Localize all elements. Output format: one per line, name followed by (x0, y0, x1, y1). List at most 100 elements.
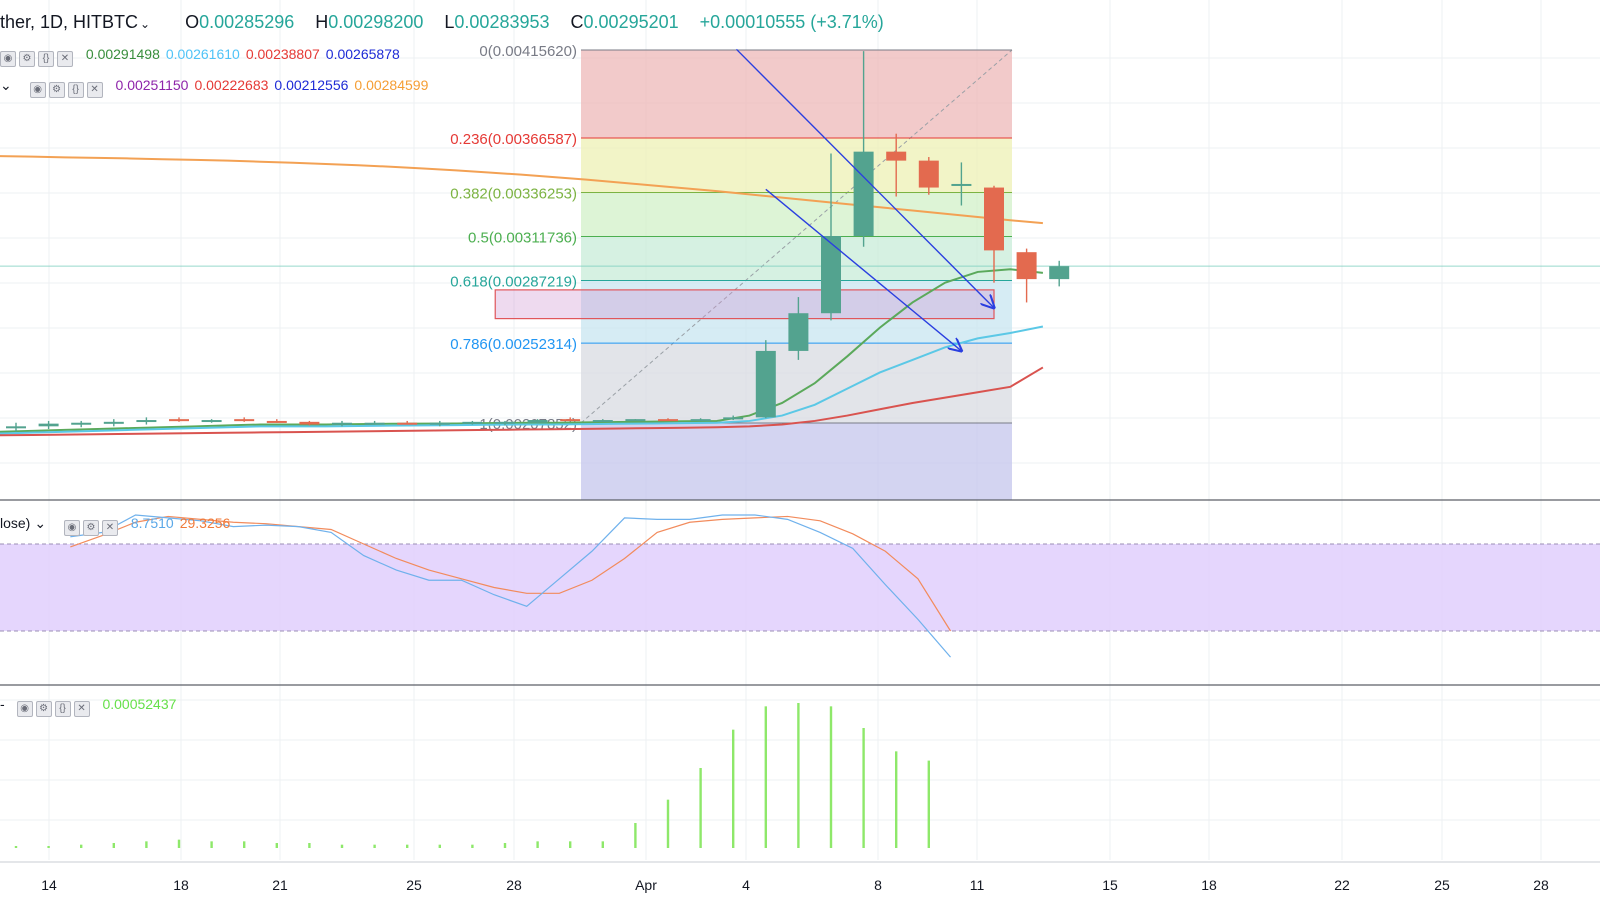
candle (723, 415, 744, 421)
trend-arrow[interactable] (765, 188, 962, 351)
close-icon[interactable]: ✕ (57, 51, 73, 67)
eye-icon[interactable]: ◉ (29, 82, 46, 98)
indicator-value: 0.00261610 (165, 46, 240, 62)
moving-averages (0, 155, 1044, 437)
fib-zone (581, 50, 1012, 139)
indicator-legend-row1: ◉ ⚙{} ✕ 0.00291498 0.00261610 0.00238807 0.00… (0, 46, 400, 67)
ohlc-change: +0.00010555 (+3.71%) (699, 12, 884, 32)
fib-level-label: 0.236(0.00366587) (450, 131, 577, 148)
candle (918, 157, 939, 195)
ohlc-high: H0.00298200 (315, 12, 424, 32)
stochastic-d-line (70, 515, 952, 632)
moving-average-line (0, 325, 1044, 435)
indicator-value: 0.00291498 (85, 46, 160, 62)
x-tick-label: 18 (1201, 877, 1217, 893)
stochastic-pane (0, 514, 1600, 658)
fib-zone (581, 138, 1012, 193)
fib-level-label: 0.5(0.00311736) (468, 230, 577, 247)
x-axis: 14 18 21 25 28 Apr 4 8 11 15 18 22 25 28 (0, 861, 1600, 893)
symbol-title[interactable]: ther, 1D, HITBTC (0, 12, 139, 32)
candle (299, 420, 320, 426)
source-code-icon[interactable]: {} (67, 82, 84, 98)
close-icon[interactable]: ✕ (73, 701, 90, 717)
support-zone-rect[interactable] (494, 289, 995, 320)
indicator-value: 0.00238807 (245, 46, 320, 62)
close-icon[interactable]: ✕ (101, 520, 118, 536)
close-icon[interactable]: ✕ (86, 82, 103, 98)
support-zone[interactable] (494, 289, 995, 320)
x-tick-label: 11 (970, 877, 985, 893)
eye-icon[interactable]: ◉ (0, 51, 16, 67)
candle (364, 420, 385, 425)
x-tick-label: 25 (1434, 877, 1450, 893)
chevron-down-icon[interactable]: ⌄ (140, 17, 151, 31)
volume-bar (536, 841, 539, 848)
eye-icon[interactable]: ◉ (16, 701, 33, 717)
candle (984, 185, 1004, 283)
fib-zone (581, 423, 1012, 500)
candle (690, 418, 711, 422)
trend-arrow[interactable] (735, 48, 994, 308)
volume-bar (210, 841, 213, 848)
stochastic-legend: lose) ⌄ ◉ ⚙ ✕ 8.7510 29.3256 (0, 515, 230, 536)
volume-bar (340, 844, 344, 848)
x-tick-label: Apr (635, 877, 657, 893)
fib-trend-line (580, 49, 1013, 424)
source-code-icon[interactable]: {} (54, 701, 71, 717)
x-tick-label: 21 (272, 877, 288, 893)
fibonacci-retracement[interactable]: 0(0.00415620) 0.236(0.00366587) 0.382(0.00… (0, 43, 1600, 500)
x-tick-label: 28 (506, 877, 522, 893)
fib-level-label: 0.382(0.00336253) (450, 185, 577, 202)
volume-bar (829, 706, 833, 848)
candlestick-series (6, 51, 1070, 432)
stochastic-title[interactable]: lose) (0, 515, 31, 531)
eye-icon[interactable]: ◉ (63, 520, 80, 536)
candle (1016, 248, 1037, 303)
gear-icon[interactable]: ⚙ (19, 51, 35, 67)
indicator-value: 0.00265878 (325, 46, 400, 62)
candle (755, 340, 776, 419)
candle (495, 420, 515, 426)
volume-bar (732, 729, 735, 848)
volume-bar (569, 841, 572, 848)
dash-icon: - (0, 696, 5, 712)
volume-bar (503, 843, 507, 848)
volume-bar (699, 768, 702, 848)
x-tick-label: 28 (1533, 877, 1549, 893)
trend-arrows[interactable] (735, 48, 994, 351)
fib-zone (581, 343, 1012, 423)
volume-bar (373, 844, 376, 848)
source-code-icon[interactable]: {} (38, 51, 54, 67)
fib-level-label: 0(0.00415620) (479, 43, 577, 60)
volume-bar (927, 760, 930, 848)
chevron-down-icon[interactable]: ⌄ (34, 515, 47, 531)
indicator-value: 29.3256 (179, 515, 231, 531)
candle (103, 419, 124, 427)
candle (169, 417, 189, 422)
chevron-down-icon[interactable]: ⌄ (0, 77, 12, 93)
candle (821, 153, 841, 321)
candle (592, 419, 613, 423)
candle (234, 417, 255, 422)
volume-bar (895, 751, 898, 848)
volume-pane (14, 703, 930, 848)
gear-icon[interactable]: ⚙ (35, 701, 52, 717)
gear-icon[interactable]: ⚙ (48, 82, 65, 98)
volume-legend: - ◉ ⚙{} ✕ 0.00052437 (0, 696, 176, 717)
indicator-value: 0.00251150 (115, 77, 189, 93)
candle (6, 422, 26, 432)
x-tick-label: 15 (1102, 877, 1118, 893)
candle (788, 297, 809, 360)
gear-icon[interactable]: ⚙ (82, 520, 99, 536)
candle (658, 418, 678, 422)
candle (560, 417, 581, 422)
indicator-legend-row2: ⌄ ◉ ⚙{} ✕ 0.00251150 0.00222683 0.00212556 0.… (0, 77, 428, 98)
x-tick-label: 8 (874, 877, 882, 893)
symbol-header[interactable]: ther, 1D, HITBTC ⌄ O0.00285296 H0.0029820… (0, 12, 884, 33)
indicator-value: 8.7510 (130, 515, 174, 531)
volume-bar (764, 706, 767, 848)
candle (332, 420, 352, 427)
volume-bar (601, 841, 604, 848)
candle (527, 419, 548, 424)
